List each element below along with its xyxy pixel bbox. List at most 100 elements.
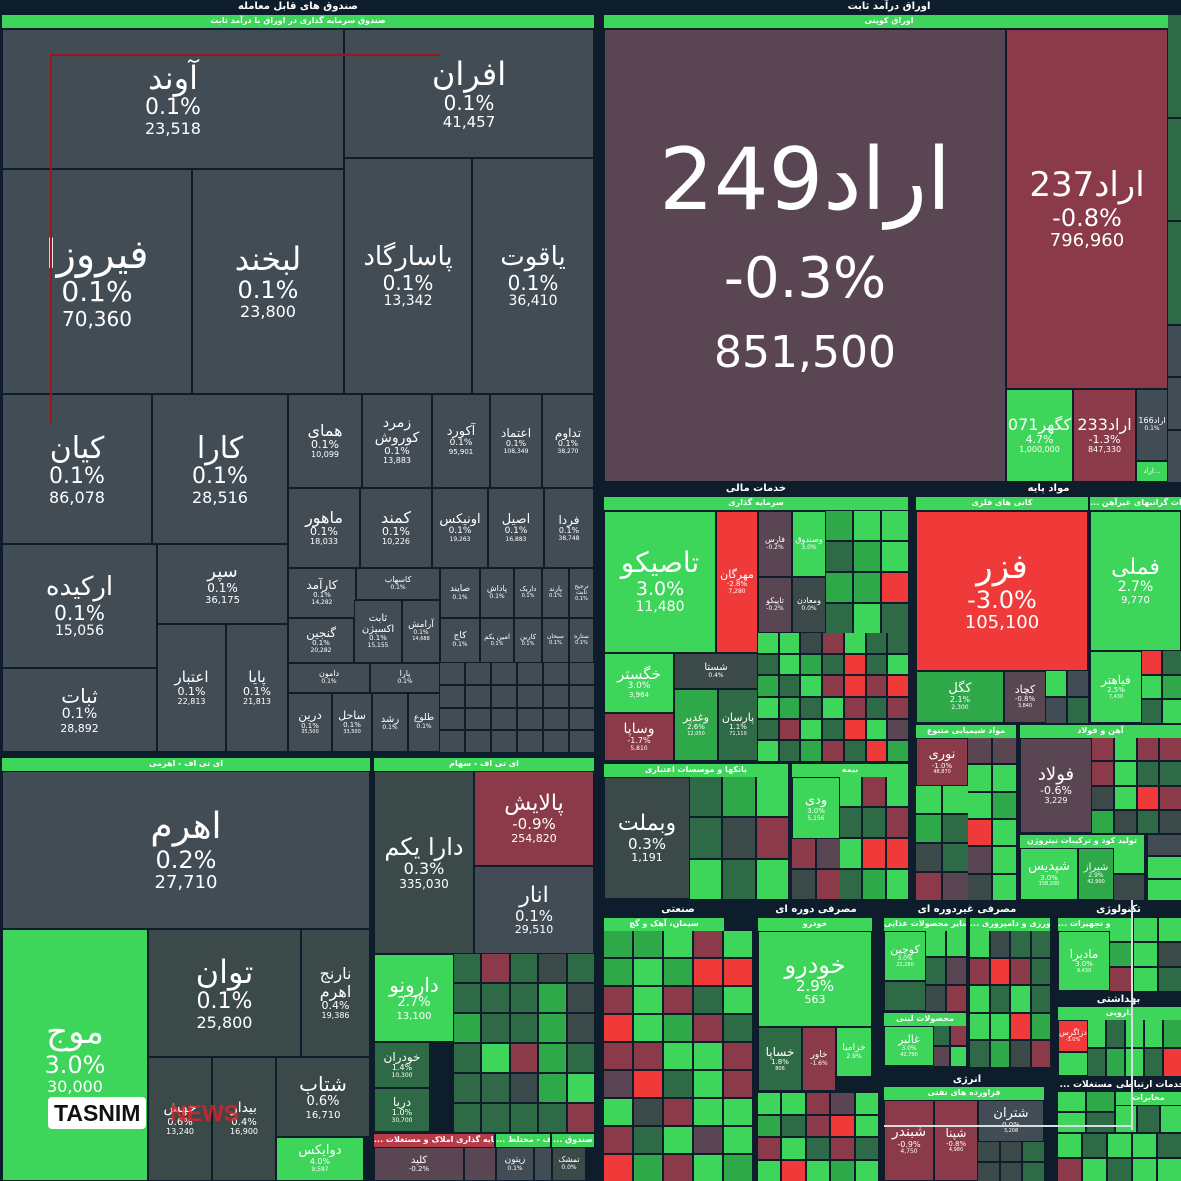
tile-tadavom[interactable]: تداوم 0.1% 38,270 (542, 394, 594, 488)
tile-afran[interactable]: افران 0.1% 41,457 (344, 29, 594, 158)
group-bar-iron-steel[interactable]: آهن و فولاد (1020, 725, 1181, 738)
tile-kagohar071[interactable]: کگهر071 4.7% 1,000,000 (1006, 389, 1073, 482)
tile-tasico[interactable]: تاصیکو 3.0% 11,480 (604, 511, 716, 653)
tile-tarjih[interactable]: ترجیح ثابت 0.1% (569, 568, 594, 618)
tile-etemad[interactable]: اعتماد 0.1% 108,349 (490, 394, 542, 488)
tile-arad237[interactable]: اراد237 -0.8% 796,960 (1006, 29, 1168, 389)
tile-shetab[interactable]: شتاب 0.6% 16,710 (276, 1057, 370, 1137)
group-bar-petroleum[interactable]: فراورده های نفتی (884, 1087, 1044, 1100)
basic-edge-tiles[interactable] (1148, 835, 1181, 900)
group-bar-fertilizers[interactable]: تولید کود و ترکیبات نیتروژن (1020, 835, 1144, 848)
tile-zomorod[interactable]: زمرد کوروش 0.1% 13,883 (362, 394, 432, 488)
tile-damoon[interactable]: دامون 0.1% (288, 663, 370, 693)
energy-small-tiles[interactable] (978, 1142, 1044, 1181)
tile-shiraz[interactable]: شیراز 2.9% 42,990 (1078, 848, 1114, 900)
group-bar-realestate-funds[interactable]: ... سرمایه گذاری املاک و مستغلات (374, 1134, 494, 1147)
tile-khgostar[interactable]: خگستر 3.0% 3,964 (604, 653, 674, 713)
tile-homay[interactable]: همای 0.1% 10,099 (288, 394, 362, 488)
banks-small-tiles-mosaic[interactable] (690, 777, 788, 899)
tile-ahrom[interactable]: اهرم 0.2% 27,710 (2, 771, 370, 929)
tile-khodro[interactable]: خودرو 2.9% 563 (758, 931, 872, 1027)
tile-vaghadir[interactable]: وغدیر 2.6% 12,050 (674, 689, 718, 761)
group-bar-agriculture[interactable]: ... کشاورزی و دامپروری (970, 918, 1050, 931)
durables-small-tiles[interactable] (758, 1093, 878, 1181)
tile-sobhan[interactable]: سبحان 0.1% (542, 618, 569, 663)
iron-steel-small-tiles[interactable] (1092, 738, 1181, 833)
tile-parand[interactable]: پارند 0.1% (542, 568, 569, 618)
welfare-small-tiles[interactable] (1058, 1134, 1181, 1181)
tile-kamand[interactable]: کمند 0.1% 10,226 (360, 488, 432, 568)
tile-arad233[interactable]: اراد233 -1.3% 847,330 (1073, 389, 1136, 482)
tile-shasta[interactable]: شستا 0.4% (674, 653, 758, 689)
tile-mowj[interactable]: موج 3.0% 30,000 (2, 929, 148, 1181)
tile-kaj[interactable]: کاج 0.1% (440, 618, 480, 663)
tile-kelid[interactable]: کلید -0.2% (374, 1147, 464, 1181)
group-bar-food[interactable]: سایر محصولات غذایی (884, 918, 966, 931)
tile-asil[interactable]: اصیل 0.1% 16,883 (488, 488, 544, 568)
tile-fameli[interactable]: فملی 2.7% 9,770 (1090, 511, 1181, 651)
tile-kouchin[interactable]: کوچین 3.0% 22,280 (884, 931, 926, 981)
tile-dorrin[interactable]: درین 0.1% 35,500 (288, 693, 332, 752)
financial-small-tiles-mosaic[interactable] (758, 633, 908, 761)
tile-madira[interactable]: مادیرا 3.0% 9,430 (1058, 931, 1110, 991)
bonds-small-tiles-mosaic[interactable] (792, 839, 840, 899)
tile-fezar[interactable]: فزر -3.0% 105,100 (916, 511, 1088, 671)
tile-farda[interactable]: فردا 0.1% 38,748 (544, 488, 594, 568)
tile-arad249[interactable]: اراد249 -0.3% 851,500 (604, 29, 1006, 482)
tile-karamad[interactable]: کارآمد 0.1% 14,282 (288, 568, 356, 618)
etf-small-tiles-mosaic[interactable] (440, 663, 594, 752)
tile-arad-small[interactable]: اراد... (1136, 461, 1168, 482)
tile-darya[interactable]: دریا 1.0% 30,700 (374, 1088, 430, 1132)
tile-padash[interactable]: پاداش 0.1% (480, 568, 514, 618)
group-bar-dairy[interactable]: محصولات لبنی (884, 1013, 966, 1026)
tile-kasehab[interactable]: کاسهاب 0.1% (356, 568, 440, 600)
group-bar-leverage-etf[interactable]: ای تی اف - اهرمی (2, 758, 370, 771)
dairy-small-tiles[interactable] (934, 1026, 966, 1066)
fertilizers-small-tiles[interactable] (1114, 848, 1144, 900)
tile-daric[interactable]: داریک 0.1% (514, 568, 542, 618)
tile-etebar[interactable]: اعتبار 0.1% 22,813 (157, 624, 226, 752)
group-bar-fixed-income-funds[interactable]: صندوق سرمایه گذاری در اوراق با درآمد ثاب… (2, 15, 594, 28)
tile-separ[interactable]: سپر 0.1% 36,175 (157, 544, 288, 624)
tile-firooza[interactable]: فیروزا 0.1% 70,360 (2, 169, 192, 394)
metal-ores-small-tiles[interactable] (1046, 671, 1088, 723)
group-bar-telecom[interactable]: مخابرات (1116, 1092, 1181, 1105)
tile-shepna[interactable]: شپنا -0.8% 4,980 (934, 1100, 978, 1181)
group-bar-precious-metals[interactable]: ... فلزات گرانبهای غیرآهن (1090, 497, 1181, 510)
technology-small-tiles[interactable] (1110, 918, 1181, 991)
tile-khodran[interactable]: خودران 1.4% 10,300 (374, 1042, 430, 1088)
tile-sayand[interactable]: صایند 0.1% (440, 568, 480, 618)
group-bar-auto[interactable]: خودرو (758, 918, 872, 931)
tile-realestate-small[interactable] (464, 1147, 496, 1181)
tile-sabat[interactable]: ثبات 0.1% 28,892 (2, 668, 157, 752)
tile-khazamia[interactable]: خزامیا 2.9% (836, 1027, 872, 1077)
tile-pharma-small[interactable] (1058, 1052, 1088, 1076)
tile-khavar[interactable]: خاور -1.6% (802, 1027, 836, 1091)
tile-pasargad[interactable]: پاسارگاد 0.1% 13,342 (344, 158, 472, 394)
tile-setareh[interactable]: ستاره 0.1% (569, 618, 594, 663)
tile-vasapa[interactable]: وساپا -1.7% 5,810 (604, 713, 674, 761)
tile-zeytoon[interactable]: زیتون 0.1% (496, 1147, 534, 1181)
tile-vasandogh[interactable]: وصندوق 3.0% (792, 511, 826, 577)
tile-roshd[interactable]: رشد 0.1% (372, 693, 408, 752)
tile-fayahtar[interactable]: فیاهتر 2.5% 7,430 (1090, 651, 1142, 723)
group-bar-pharma[interactable]: دارویی (1058, 1007, 1181, 1020)
tile-avand[interactable]: آوند 0.1% 23,518 (2, 29, 344, 169)
investment-small-tiles-mosaic[interactable] (826, 511, 908, 633)
tile-kara[interactable]: کارا 0.1% 28,516 (152, 394, 288, 544)
tile-narenj[interactable]: نارنج اهرم 0.4% 19,386 (301, 929, 370, 1057)
tile-mixed-small[interactable] (534, 1147, 552, 1181)
tile-dara-yekom[interactable]: دارا یکم 0.3% 335,030 (374, 771, 474, 954)
tile-paya[interactable]: پایا 0.1% 21,813 (226, 624, 288, 752)
tile-foolad[interactable]: فولاد -0.6% 3,229 (1020, 738, 1092, 833)
group-bar-investment[interactable]: سرمایه گذاری (604, 497, 908, 510)
tile-tolou[interactable]: طلوع 0.1% (408, 693, 440, 752)
group-bar-cement[interactable]: سیمان، آهک و گچ (604, 918, 724, 931)
tile-kian[interactable]: کیان 0.1% 86,078 (2, 394, 152, 544)
group-bar-metal-ores[interactable]: کانی های فلزی (916, 497, 1088, 510)
tile-shapdis[interactable]: شپدیس 3.0% 158,200 (1020, 848, 1078, 900)
tile-mahoor[interactable]: ماهور 0.1% 18,033 (288, 488, 360, 568)
industrial-tiles-mosaic[interactable] (604, 931, 752, 1181)
tile-shebandar[interactable]: شبندر -0.9% 4,750 (884, 1100, 934, 1181)
tile-tapiko[interactable]: تاپیکو -0.2% (758, 577, 792, 633)
